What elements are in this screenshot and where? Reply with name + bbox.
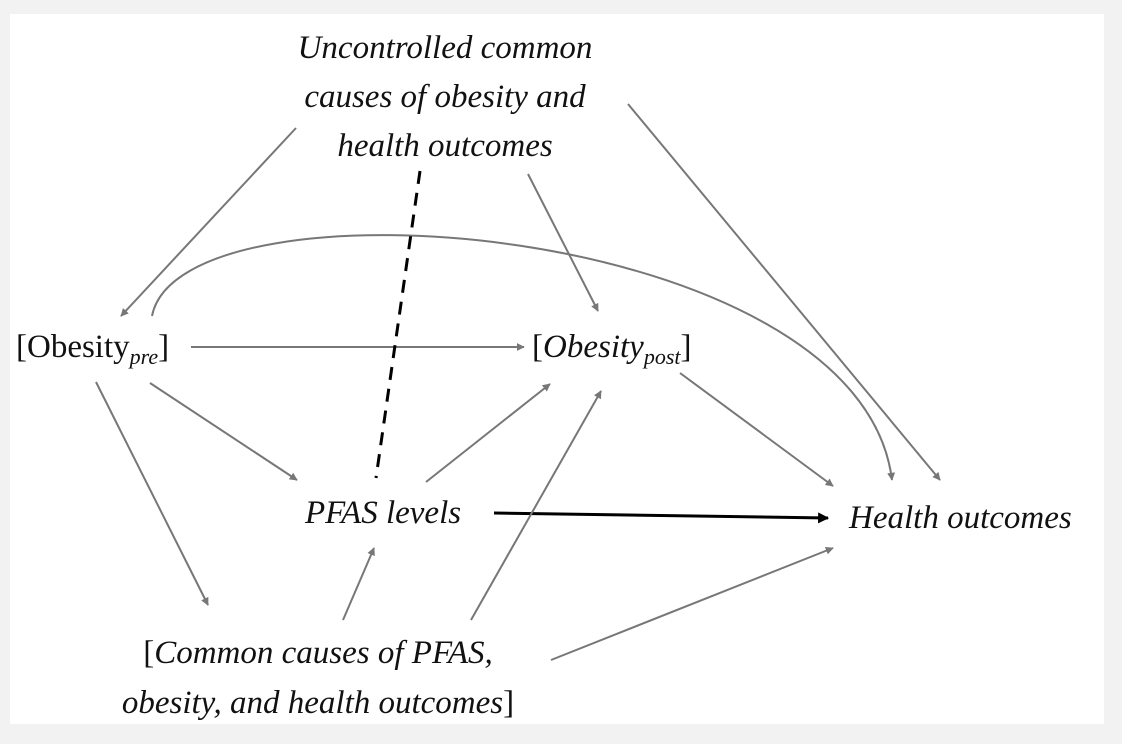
edge-pfas-to-obesity-post (425, 383, 551, 483)
edge-uncontrolled-to-health (627, 103, 941, 481)
node-uncontrolled-causes: Uncontrolled common causes of obesity an… (245, 24, 645, 171)
edge-dashed-uncontrolled-to-pfas (374, 170, 422, 479)
node-common-causes-line-2-text: obesity, and health outcomes (121, 685, 504, 721)
node-obesity-pre: [Obesitypre] (16, 331, 169, 368)
node-uncontrolled-line-1: Uncontrolled common (297, 30, 593, 66)
node-common-causes-close-bracket: ] (503, 685, 515, 721)
node-pfas-levels: PFAS levels (305, 497, 461, 530)
edge-obesity-pre-to-common-causes (95, 381, 209, 606)
edge-pfas-to-health (493, 511, 830, 524)
node-obesity-post-close: ] (680, 329, 692, 365)
node-obesity-post: [Obesitypost] (532, 331, 692, 368)
node-obesity-pre-label: [Obesity (16, 329, 130, 365)
node-uncontrolled-line-3: health outcomes (337, 128, 553, 164)
node-obesity-pre-close: ] (158, 329, 170, 365)
edge-common-causes-to-health (550, 546, 834, 661)
node-common-causes-line-2: obesity, and health outcomes] (95, 678, 541, 728)
node-obesity-post-open: [ (532, 329, 543, 365)
node-common-causes-line-1: [Common causes of PFAS, (95, 628, 541, 678)
edge-obesity-pre-to-health-curved (151, 234, 896, 481)
node-obesity-pre-subscript: pre (129, 344, 159, 369)
node-common-causes: [Common causes of PFAS, obesity, and hea… (95, 628, 541, 728)
edge-common-causes-to-obesity-post (470, 390, 602, 621)
edge-uncontrolled-to-obesity-pre (120, 127, 297, 317)
edge-obesity-post-to-health (679, 372, 834, 487)
node-obesity-post-label: Obesity (543, 329, 644, 365)
edge-common-causes-to-pfas (342, 547, 375, 621)
edge-obesity-pre-to-pfas (149, 382, 298, 481)
node-obesity-post-subscript: post (643, 344, 681, 369)
diagram-panel (10, 14, 1104, 724)
node-common-causes-open-bracket: [ (143, 635, 155, 671)
node-common-causes-line-1-text: Common causes of PFAS, (154, 635, 493, 671)
node-health-outcomes: Health outcomes (849, 502, 1072, 535)
node-pfas-label: PFAS levels (305, 495, 462, 531)
edge-uncontrolled-to-obesity-post (527, 173, 599, 312)
node-health-label: Health outcomes (849, 500, 1072, 536)
node-uncontrolled-line-2: causes of obesity and (304, 79, 586, 115)
